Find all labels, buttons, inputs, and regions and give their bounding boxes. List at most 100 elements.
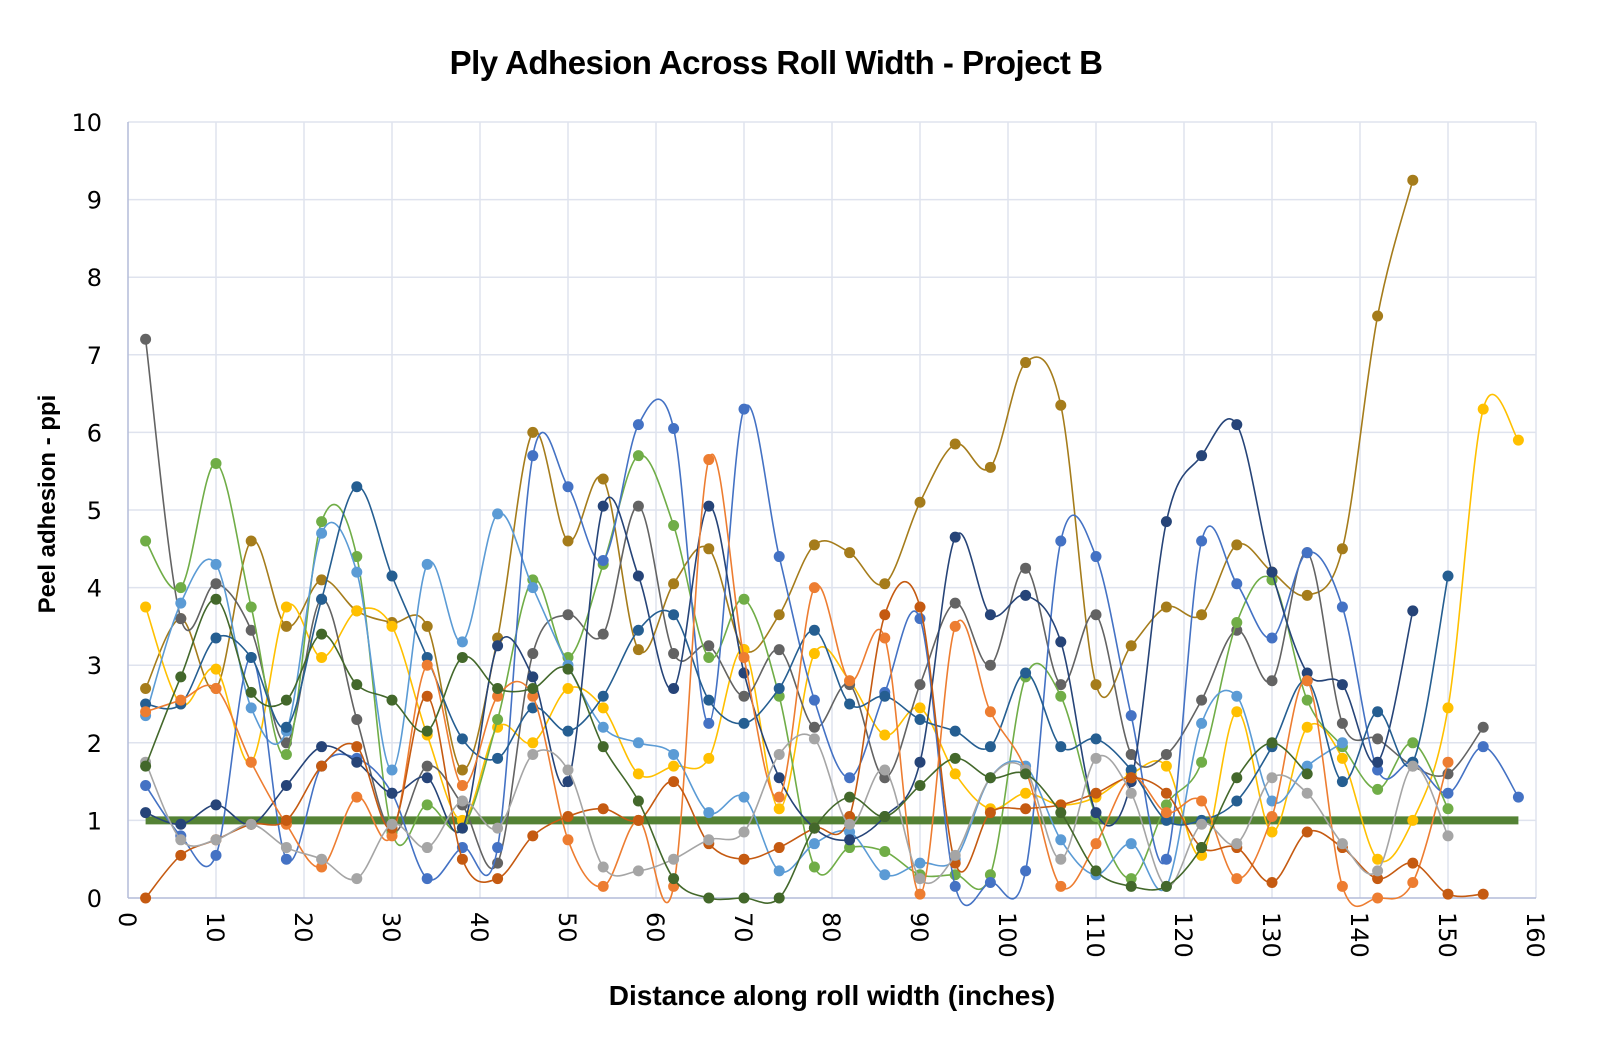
- data-point: [668, 423, 680, 435]
- data-point: [668, 609, 680, 621]
- data-point: [984, 659, 996, 671]
- data-point: [668, 880, 680, 892]
- data-point: [668, 853, 680, 865]
- data-point: [1336, 752, 1348, 764]
- x-tick-label: 0: [113, 912, 141, 927]
- data-point: [597, 554, 609, 566]
- data-point: [1407, 814, 1419, 826]
- data-point: [1160, 799, 1172, 811]
- data-point: [386, 570, 398, 582]
- data-point: [351, 791, 363, 803]
- data-point: [456, 779, 468, 791]
- y-tick-label: 3: [87, 652, 102, 680]
- data-point: [668, 648, 680, 660]
- data-point: [562, 776, 574, 788]
- data-point: [1336, 717, 1348, 729]
- data-point: [280, 748, 292, 760]
- data-point: [492, 873, 504, 885]
- data-point: [632, 737, 644, 749]
- data-point: [914, 857, 926, 869]
- data-point: [280, 779, 292, 791]
- data-point: [773, 682, 785, 694]
- data-point: [1125, 710, 1137, 722]
- data-point: [1125, 640, 1137, 652]
- data-point: [914, 702, 926, 714]
- data-point: [210, 799, 222, 811]
- data-point: [597, 803, 609, 815]
- data-point: [562, 725, 574, 737]
- data-point: [1196, 795, 1208, 807]
- x-tick-label: 40: [465, 912, 493, 943]
- x-tick-label: 130: [1257, 912, 1285, 958]
- data-point: [808, 861, 820, 873]
- data-point: [210, 849, 222, 861]
- data-point: [1020, 803, 1032, 815]
- data-point: [1125, 748, 1137, 760]
- data-point: [668, 760, 680, 772]
- data-point: [1266, 876, 1278, 888]
- data-point: [668, 873, 680, 885]
- series-7: [140, 418, 1419, 846]
- data-point: [1372, 783, 1384, 795]
- data-point: [949, 597, 961, 609]
- data-point: [1020, 787, 1032, 799]
- data-point: [1231, 419, 1243, 431]
- data-point: [140, 706, 152, 718]
- series-11: [140, 733, 1454, 892]
- data-point: [738, 651, 750, 663]
- data-point: [316, 527, 328, 539]
- data-point: [1442, 756, 1454, 768]
- data-point: [984, 706, 996, 718]
- data-point: [175, 613, 187, 625]
- data-point: [386, 787, 398, 799]
- y-tick-label: 8: [87, 264, 102, 292]
- data-point: [914, 779, 926, 791]
- data-point: [245, 651, 257, 663]
- data-point: [914, 756, 926, 768]
- data-point: [1055, 690, 1067, 702]
- data-point: [597, 702, 609, 714]
- data-point: [949, 752, 961, 764]
- data-point: [914, 601, 926, 613]
- data-point: [280, 853, 292, 865]
- data-point: [1336, 601, 1348, 613]
- data-point: [421, 558, 433, 570]
- data-point: [738, 690, 750, 702]
- data-point: [1160, 807, 1172, 819]
- data-point: [879, 845, 891, 857]
- data-point: [703, 500, 715, 512]
- x-tick-label: 90: [905, 912, 933, 943]
- data-point: [245, 818, 257, 830]
- data-point: [210, 682, 222, 694]
- data-point: [280, 721, 292, 733]
- data-point: [562, 481, 574, 493]
- axes: [127, 122, 1536, 899]
- data-point: [1196, 450, 1208, 462]
- data-point: [668, 578, 680, 590]
- y-tick-label: 2: [87, 730, 102, 758]
- data-point: [1301, 667, 1313, 679]
- y-tick-label: 10: [71, 109, 102, 137]
- data-point: [1231, 706, 1243, 718]
- data-point: [597, 500, 609, 512]
- data-point: [984, 741, 996, 753]
- data-point: [1160, 853, 1172, 865]
- data-point: [492, 690, 504, 702]
- data-point: [914, 873, 926, 885]
- data-point: [421, 842, 433, 854]
- data-point: [316, 574, 328, 586]
- data-point: [421, 873, 433, 885]
- y-tick-label: 7: [87, 342, 102, 370]
- data-point: [1055, 807, 1067, 819]
- data-point: [844, 791, 856, 803]
- data-point: [1266, 811, 1278, 823]
- data-point: [1301, 589, 1313, 601]
- data-point: [1020, 768, 1032, 780]
- data-point: [844, 826, 856, 838]
- data-point: [1231, 838, 1243, 850]
- data-point: [844, 842, 856, 854]
- data-point: [808, 539, 820, 551]
- data-point: [386, 818, 398, 830]
- data-point: [703, 454, 715, 466]
- data-point: [492, 508, 504, 520]
